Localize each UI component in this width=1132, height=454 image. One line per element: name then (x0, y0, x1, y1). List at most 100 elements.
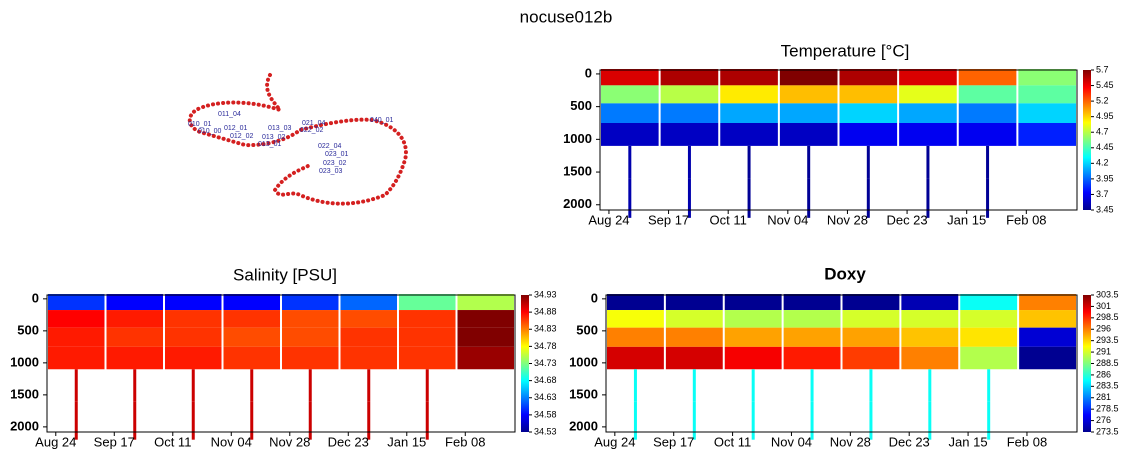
data-cell (665, 310, 723, 328)
station-label: 013_03 (268, 125, 291, 132)
colorbar-label: 34.78 (534, 341, 557, 351)
data-cell (928, 369, 932, 402)
colorbar-label: 303.5 (1096, 289, 1119, 299)
y-tick-label: 1000 (563, 131, 592, 146)
data-cell (165, 294, 222, 311)
data-cell (986, 145, 990, 179)
track (187, 73, 408, 206)
data-cell (633, 369, 637, 402)
data-cell (665, 346, 723, 370)
y-tick-label: 500 (576, 322, 598, 337)
x-tick-label: Nov 28 (269, 434, 310, 449)
data-cell (223, 346, 280, 370)
y-tick-label: 1500 (563, 163, 592, 178)
data-cell (74, 369, 78, 402)
colorbar-label: 301 (1096, 301, 1111, 311)
data-cell (783, 327, 841, 347)
station-label: 023_01 (325, 151, 348, 158)
data-cell (724, 294, 782, 311)
panel-title: Temperature [°C] (781, 41, 910, 60)
station-label: 010_00 (198, 128, 221, 135)
data-cell (1019, 346, 1076, 370)
data-cell (869, 369, 873, 402)
colorbar-label: 34.58 (534, 409, 557, 419)
data-cell (340, 327, 397, 347)
data-cell (250, 401, 254, 440)
x-tick-label: Nov 28 (830, 434, 871, 449)
y-tick-label: 1000 (569, 354, 598, 369)
data-cell (960, 294, 1018, 311)
data-cell (839, 122, 898, 146)
data-cell (810, 401, 814, 440)
data-cell (223, 327, 280, 347)
x-tick-label: Dec 23 (889, 434, 930, 449)
x-tick-label: Oct 11 (714, 434, 751, 449)
colorbar-label: 4.95 (1096, 111, 1114, 121)
colorbar-label: 276 (1096, 415, 1111, 425)
colorbar-label: 3.45 (1096, 204, 1114, 214)
y-tick-label: 500 (17, 322, 39, 337)
data-cell (223, 294, 280, 311)
data-cell (692, 401, 696, 440)
data-cell (901, 327, 959, 347)
x-tick-label: Jan 15 (947, 212, 986, 227)
data-cell (724, 327, 782, 347)
data-cell (807, 145, 811, 179)
data-cell (807, 178, 811, 218)
data-cell (899, 103, 957, 123)
station-label: 010_01 (188, 121, 211, 128)
data-cell (1019, 294, 1076, 311)
colorbar-label: 34.68 (534, 375, 557, 385)
data-cell (601, 103, 659, 123)
data-cell (48, 327, 105, 347)
data-cell (1018, 69, 1076, 86)
data-cell (783, 294, 841, 311)
data-cell (842, 310, 900, 328)
station-label: 022_04 (318, 143, 341, 150)
station-label: 021_04 (302, 120, 325, 127)
data-cell (1018, 103, 1076, 123)
data-cell (457, 346, 514, 370)
colorbar-label: 34.73 (534, 358, 557, 368)
data-cell (901, 294, 959, 311)
x-tick-label: Aug 24 (35, 434, 76, 449)
colorbar-label: 4.2 (1096, 158, 1109, 168)
x-tick-label: Sep 17 (94, 434, 135, 449)
plot-frame (46, 294, 516, 433)
station-label: 012_01 (224, 125, 247, 132)
station-label: 040_01 (370, 117, 393, 124)
data-cell (779, 122, 838, 146)
data-cell (165, 327, 222, 347)
colorbar-label: 293.5 (1096, 335, 1119, 345)
data-cell (751, 369, 755, 402)
plot-frame (605, 294, 1078, 433)
data-cell (1019, 310, 1076, 328)
data-cell (282, 294, 339, 311)
colorbar (1083, 70, 1091, 210)
data-cell (628, 145, 632, 179)
y-tick-label: 500 (570, 98, 592, 113)
colorbar-label: 34.83 (534, 324, 557, 334)
data-cell (399, 346, 456, 370)
data-cell (165, 346, 222, 370)
x-tick-label: Nov 28 (827, 212, 868, 227)
data-cell (48, 294, 105, 311)
x-tick-label: Feb 08 (1007, 434, 1047, 449)
data-cell (399, 310, 456, 328)
data-cell (987, 401, 991, 440)
data-cell (425, 369, 429, 402)
data-cell (633, 401, 637, 440)
colorbar (1083, 295, 1091, 432)
data-cell (747, 145, 751, 179)
data-cell (810, 369, 814, 402)
x-tick-label: Jan 15 (949, 434, 988, 449)
data-cell (367, 401, 371, 440)
data-cell (899, 85, 957, 104)
x-tick-label: Nov 04 (771, 434, 812, 449)
x-tick-label: Feb 08 (1006, 212, 1046, 227)
data-cell (842, 346, 900, 370)
data-cell (779, 103, 838, 123)
y-tick-label: 0 (32, 290, 39, 305)
colorbar-label: 3.7 (1096, 189, 1109, 199)
data-cell (928, 401, 932, 440)
